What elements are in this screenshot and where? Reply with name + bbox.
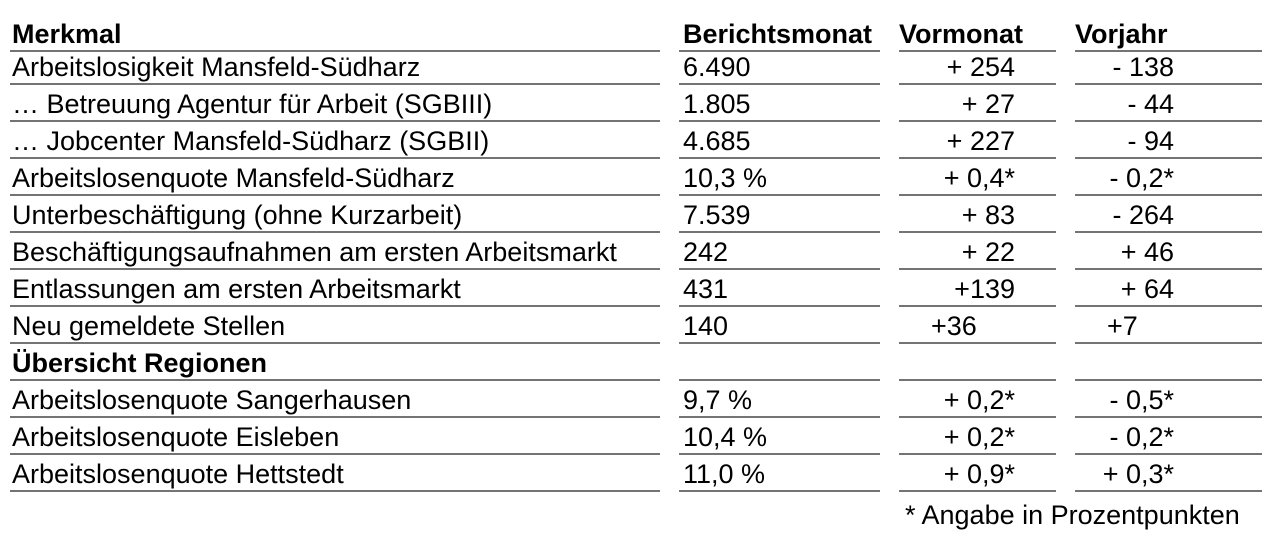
- cell-vormonat: + 227: [899, 122, 1056, 159]
- cell-merkmal: Arbeitslosenquote Mansfeld-Südharz: [10, 159, 660, 196]
- column-header-3: Vormonat: [899, 20, 1056, 53]
- column-header-4: Vorjahr: [1075, 20, 1262, 53]
- cell-merkmal: … Betreuung Agentur für Arbeit (SGBIII): [10, 85, 660, 122]
- cell-vormonat: + 0,9*: [899, 455, 1056, 492]
- cell-vormonat: + 83: [899, 196, 1056, 233]
- cell-berichtsmonat: 1.805: [679, 85, 880, 122]
- cell-vormonat: + 0,2*: [899, 418, 1056, 455]
- cell-berichtsmonat: [679, 344, 880, 381]
- cell-vorjahr: - 138: [1075, 48, 1262, 85]
- cell-vormonat: + 254: [899, 48, 1056, 85]
- cell-vormonat: + 22: [899, 233, 1056, 270]
- labor-market-table: Merkmal Berichtsmonat Vormonat Vorjahr Arbei…: [10, 20, 1262, 492]
- cell-vormonat: + 27: [899, 85, 1056, 122]
- cell-berichtsmonat: 10,4 %: [679, 418, 880, 455]
- cell-vorjahr: + 46: [1075, 233, 1262, 270]
- cell-vorjahr: + 0,3*: [1075, 455, 1262, 492]
- cell-vormonat: + 0,2*: [899, 381, 1056, 418]
- cell-merkmal: Arbeitslosenquote Eisleben: [10, 418, 660, 455]
- cell-berichtsmonat: 11,0 %: [679, 455, 880, 492]
- cell-berichtsmonat: 242: [679, 233, 880, 270]
- cell-merkmal: Arbeitslosenquote Sangerhausen: [10, 381, 660, 418]
- table-row: Arbeitslosenquote Sangerhausen 9,7 % + 0,2…: [10, 381, 1262, 418]
- table-row: Arbeitslosenquote Mansfeld-Südharz 10,3 %…: [10, 159, 1262, 196]
- cell-berichtsmonat: 10,3 %: [679, 159, 880, 196]
- table-row: Entlassungen am ersten Arbeitsmarkt 431 +1…: [10, 270, 1262, 307]
- column-header-2: Berichtsmonat: [679, 20, 880, 53]
- section-header-row: Übersicht Regionen: [10, 344, 1262, 381]
- table-row: Beschäftigungsaufnahmen am ersten Arbeit…: [10, 233, 1262, 270]
- cell-vormonat: [899, 344, 1056, 381]
- cell-vorjahr: +7: [1075, 307, 1262, 344]
- footnote: * Angabe in Prozentpunkten: [905, 500, 1240, 530]
- cell-berichtsmonat: 140: [679, 307, 880, 344]
- table-row: … Betreuung Agentur für Arbeit (SGBIII) 1…: [10, 85, 1262, 122]
- cell-vorjahr: - 44: [1075, 85, 1262, 122]
- table-row: Arbeitslosenquote Hettstedt 11,0 % + 0,9* +…: [10, 455, 1262, 492]
- cell-merkmal: Arbeitslosigkeit Mansfeld-Südharz: [10, 48, 660, 85]
- cell-vorjahr: - 0,2*: [1075, 418, 1262, 455]
- column-header-1: Merkmal: [10, 20, 660, 53]
- cell-berichtsmonat: 431: [679, 270, 880, 307]
- cell-vormonat: + 0,4*: [899, 159, 1056, 196]
- cell-vorjahr: [1075, 344, 1262, 381]
- cell-vorjahr: - 264: [1075, 196, 1262, 233]
- cell-vorjahr: - 0,5*: [1075, 381, 1262, 418]
- cell-merkmal: Übersicht Regionen: [10, 344, 660, 381]
- cell-berichtsmonat: 6.490: [679, 48, 880, 85]
- cell-merkmal: … Jobcenter Mansfeld-Südharz (SGBII): [10, 122, 660, 159]
- cell-berichtsmonat: 4.685: [679, 122, 880, 159]
- cell-merkmal: Beschäftigungsaufnahmen am ersten Arbeit…: [10, 233, 660, 270]
- cell-vorjahr: - 94: [1075, 122, 1262, 159]
- table-row: Unterbeschäftigung (ohne Kurzarbeit) 7.53…: [10, 196, 1262, 233]
- table-header-row: Merkmal Berichtsmonat Vormonat Vorjahr: [10, 20, 1262, 53]
- cell-vorjahr: + 64: [1075, 270, 1262, 307]
- table-row: Arbeitslosigkeit Mansfeld-Südharz 6.490 + …: [10, 48, 1262, 85]
- cell-vormonat: +139: [899, 270, 1056, 307]
- table-row: Arbeitslosenquote Eisleben 10,4 % + 0,2* - …: [10, 418, 1262, 455]
- cell-vormonat: +36: [899, 307, 1056, 344]
- cell-merkmal: Neu gemeldete Stellen: [10, 307, 660, 344]
- cell-merkmal: Unterbeschäftigung (ohne Kurzarbeit): [10, 196, 660, 233]
- cell-merkmal: Arbeitslosenquote Hettstedt: [10, 455, 660, 492]
- cell-merkmal: Entlassungen am ersten Arbeitsmarkt: [10, 270, 660, 307]
- cell-berichtsmonat: 7.539: [679, 196, 880, 233]
- table-row: … Jobcenter Mansfeld-Südharz (SGBII) 4.68…: [10, 122, 1262, 159]
- cell-vorjahr: - 0,2*: [1075, 159, 1262, 196]
- table-row: Neu gemeldete Stellen 140 +36 +7: [10, 307, 1262, 344]
- cell-berichtsmonat: 9,7 %: [679, 381, 880, 418]
